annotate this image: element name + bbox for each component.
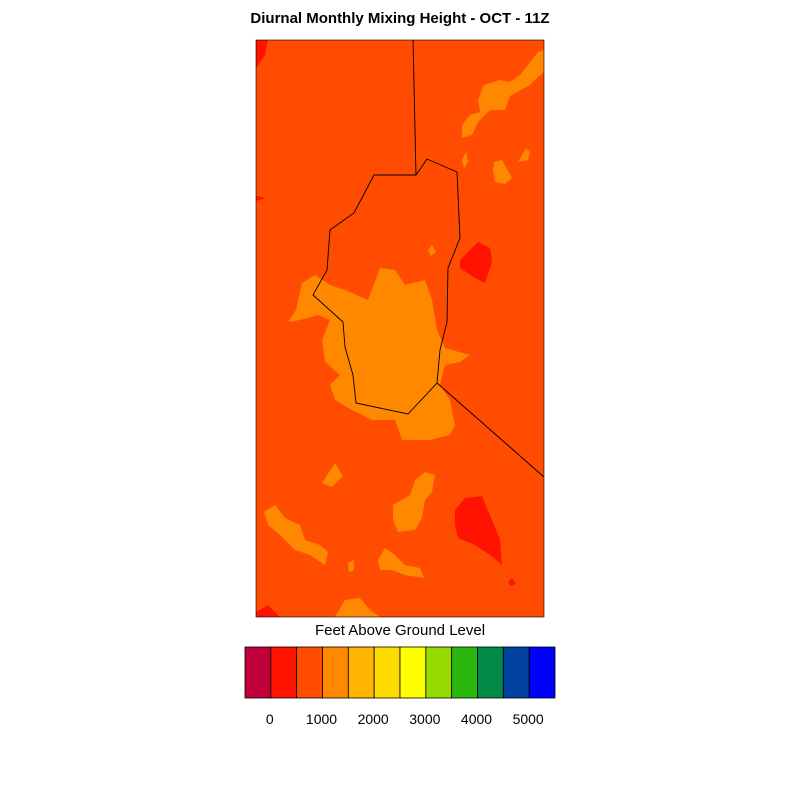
- boundary-line-north: [412, 40, 417, 176]
- legend-title: Feet Above Ground Level: [314, 622, 486, 639]
- colorbar-tick-label: 2000: [357, 711, 389, 727]
- boundary-line-southeast: [436, 382, 544, 478]
- map-field: [256, 40, 544, 617]
- contour-region-small-4: [428, 245, 436, 256]
- colorbar-swatch: [296, 646, 323, 699]
- contour-region-top-right: [462, 50, 544, 138]
- colorbar-tick-label: 1000: [305, 711, 338, 727]
- colorbar: [244, 646, 556, 699]
- contour-region-lower-center: [393, 472, 435, 532]
- contour-region-red-top-left: [256, 40, 268, 68]
- contour-region-lower-left: [264, 505, 328, 565]
- colorbar-swatch: [270, 646, 298, 699]
- contour-region-small-5: [348, 560, 354, 572]
- contour-region-left-small: [322, 463, 343, 487]
- colorbar-swatch: [244, 646, 272, 699]
- colorbar-swatch: [322, 646, 349, 699]
- contour-region-bottom: [335, 598, 380, 617]
- colorbar-swatch: [477, 646, 504, 699]
- colorbar-tick-label: 3000: [409, 711, 441, 727]
- contour-region-small-2: [493, 160, 512, 184]
- map-frame: [255, 39, 545, 618]
- contour-region-red-lower-right: [455, 496, 502, 565]
- contour-region-lower-mid: [378, 548, 424, 578]
- colorbar-tick-label: 0: [265, 711, 274, 727]
- colorbar-swatch: [373, 646, 401, 699]
- contour-region-red-small: [508, 578, 516, 586]
- colorbar-swatch: [528, 646, 556, 699]
- colorbar-swatch: [347, 646, 375, 699]
- plot-title: Diurnal Monthly Mixing Height - OCT - 11…: [250, 10, 550, 27]
- contour-region-small-1: [462, 152, 468, 168]
- boundary-outline-region: [312, 158, 461, 415]
- contour-region-red-left: [256, 196, 266, 201]
- legend-tick-labels: 0 1000 2000 3000 4000 5000: [0, 711, 800, 731]
- contour-region-red-bottom-left: [256, 605, 280, 617]
- colorbar-swatch: [502, 646, 530, 699]
- colorbar-swatch: [399, 646, 427, 699]
- colorbar-swatch: [425, 646, 453, 699]
- colorbar-swatch: [451, 646, 478, 699]
- colorbar-tick-label: 4000: [460, 711, 493, 727]
- contour-region-red-right: [460, 242, 492, 283]
- colorbar-tick-label: 5000: [512, 711, 544, 727]
- contour-region-small-3: [518, 148, 530, 162]
